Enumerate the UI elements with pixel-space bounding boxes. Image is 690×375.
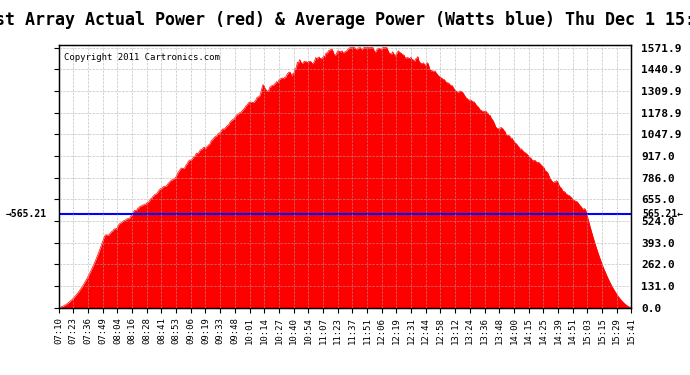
Text: →565.21: →565.21 (6, 209, 47, 219)
Text: 565.21←: 565.21← (643, 209, 684, 219)
Text: West Array Actual Power (red) & Average Power (Watts blue) Thu Dec 1 15:56: West Array Actual Power (red) & Average … (0, 11, 690, 29)
Text: Copyright 2011 Cartronics.com: Copyright 2011 Cartronics.com (64, 53, 220, 62)
